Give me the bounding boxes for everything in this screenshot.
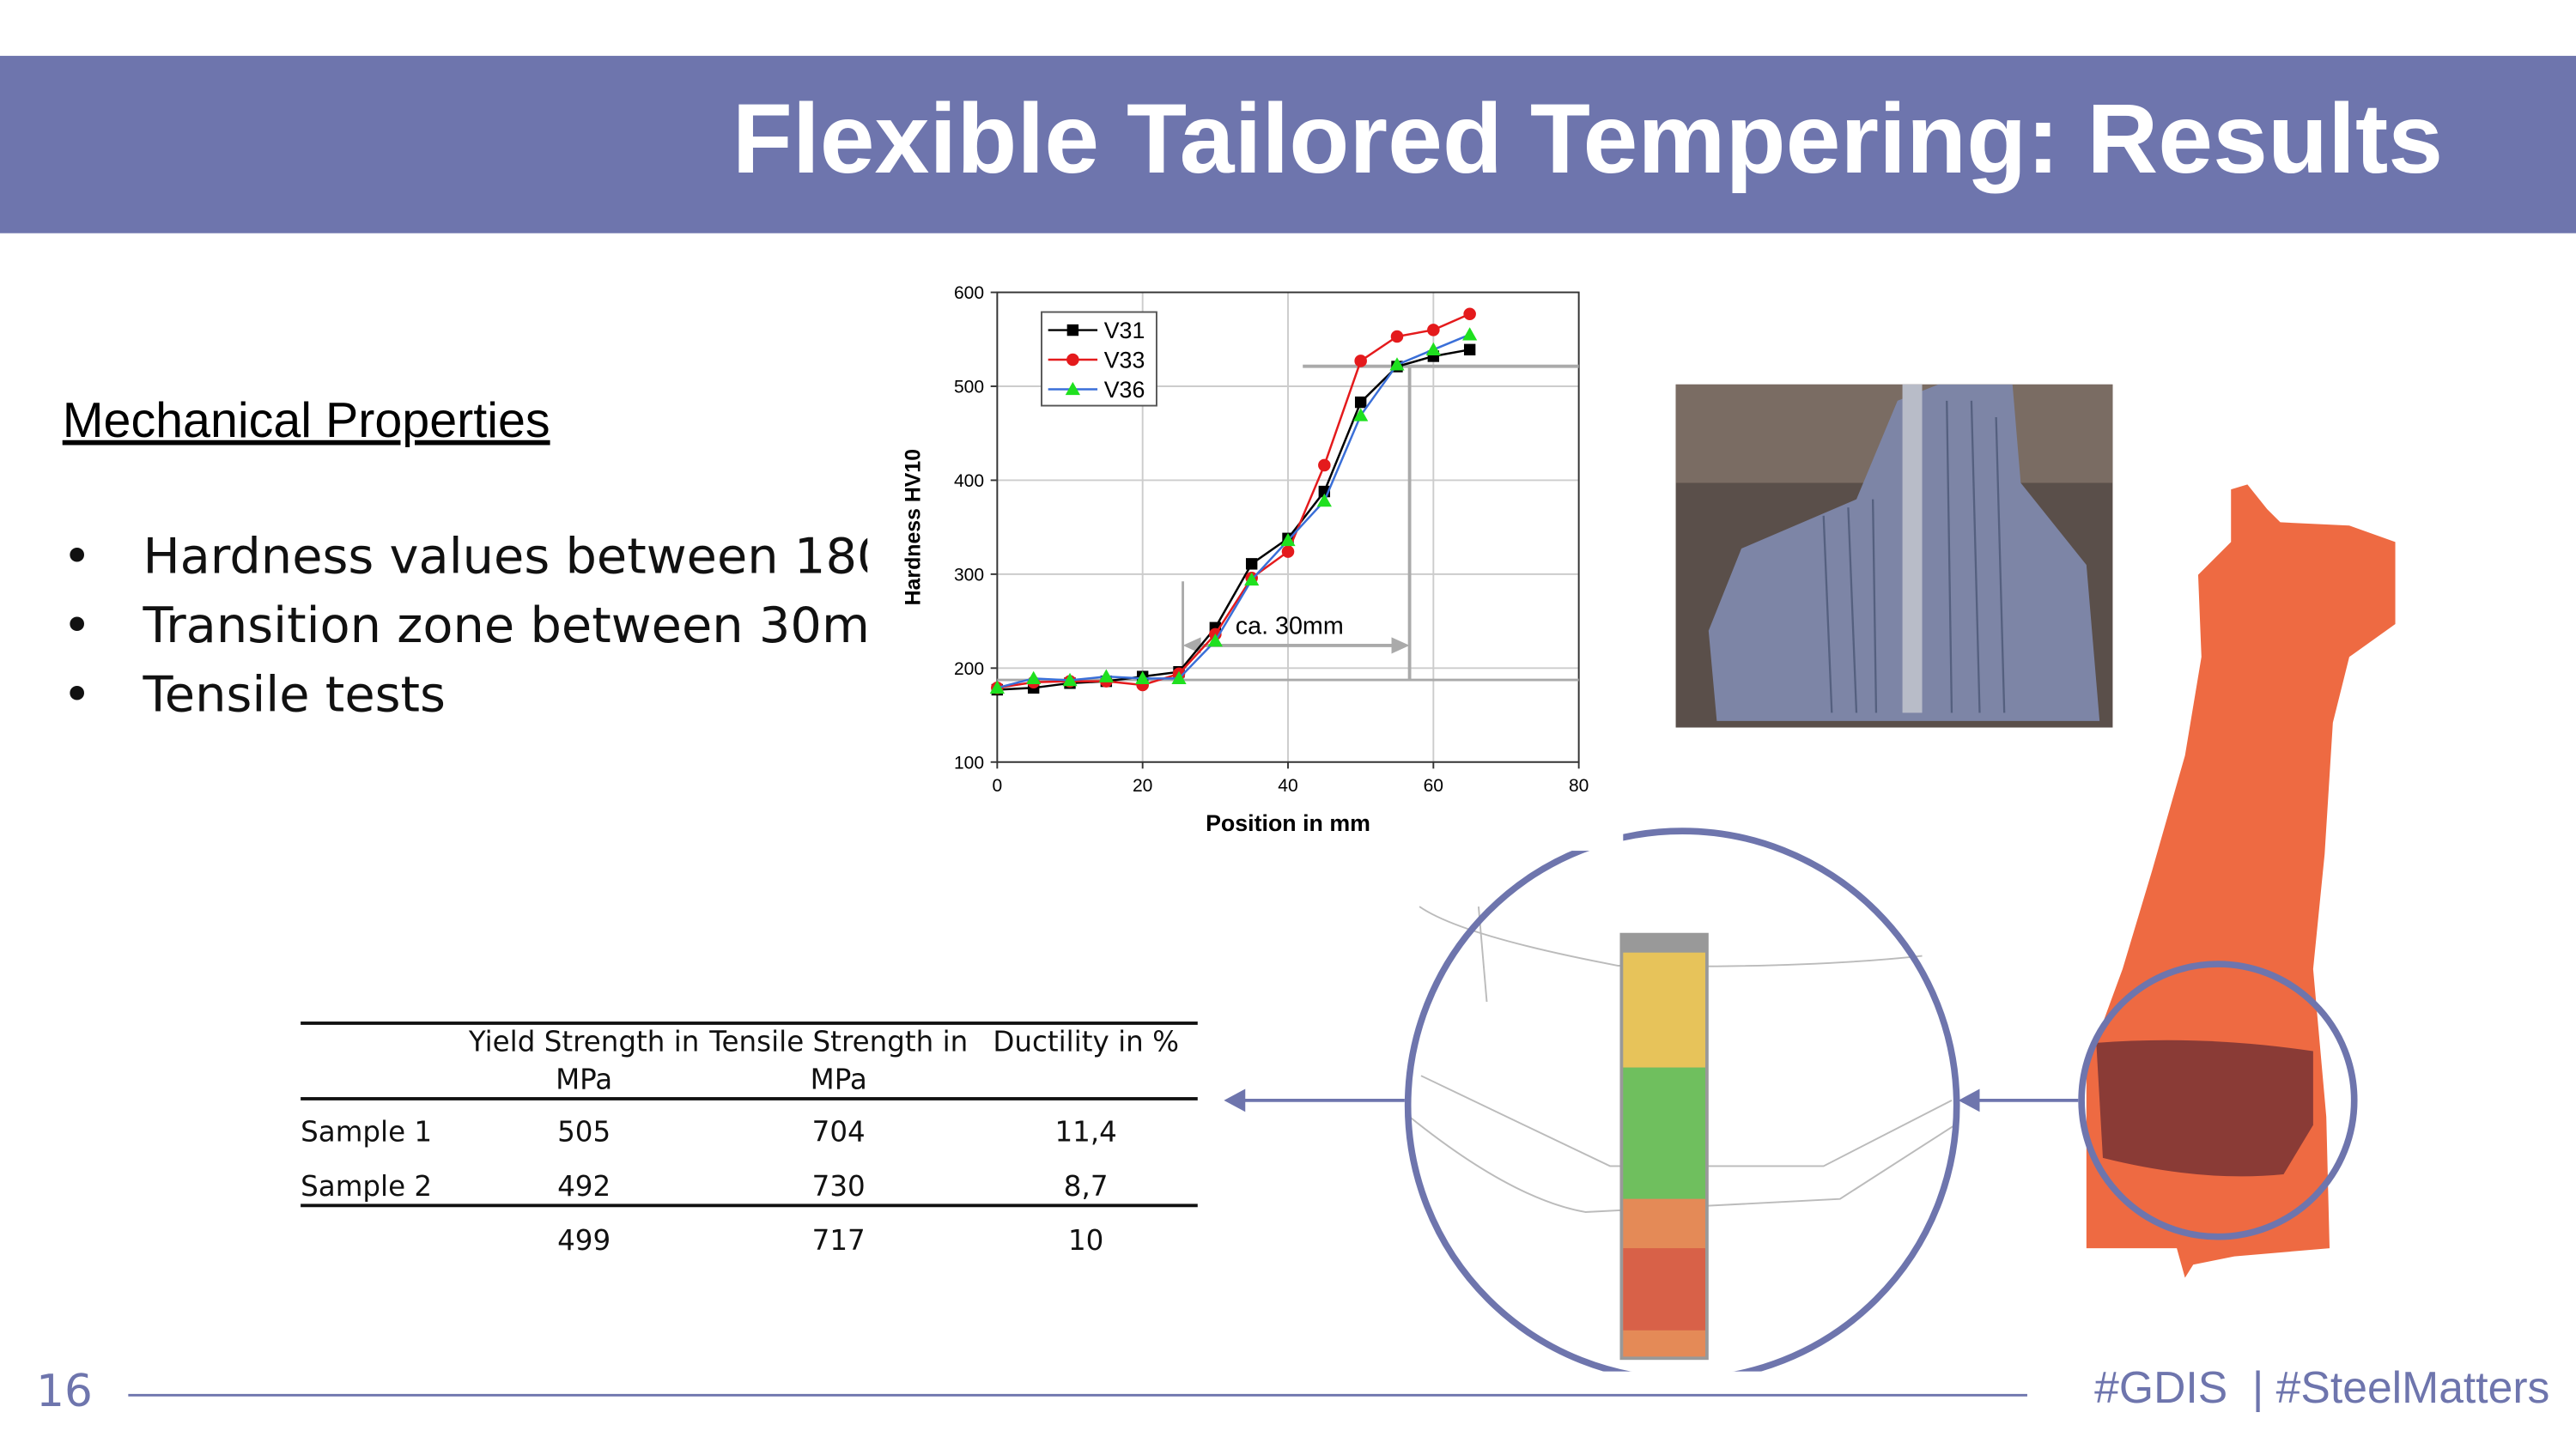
section-heading: Mechanical Properties [62, 394, 550, 449]
slide-title: Flexible Tailored Tempering: Results [732, 83, 2444, 194]
legend-label: V33 [1104, 348, 1145, 373]
table-cell: 10 [1067, 1225, 1104, 1258]
marker [1463, 343, 1476, 356]
marker [1280, 532, 1296, 547]
y-tick-label: 200 [954, 659, 984, 679]
page-number: 16 [36, 1366, 93, 1418]
marker [1354, 396, 1367, 409]
series-line [997, 333, 1471, 689]
bullet-dot: • [62, 529, 92, 587]
photo [1675, 384, 2113, 728]
x-axis-label: Position in mm [1206, 810, 1370, 836]
x-tick-label: 20 [1133, 776, 1152, 796]
legend-label: V36 [1104, 377, 1145, 403]
marker [1318, 458, 1331, 472]
marker [1026, 670, 1042, 685]
table-cell: 499 [557, 1225, 611, 1258]
bullet-dot: • [62, 666, 92, 724]
footer-tags: #GDIS | #SteelMatters [2094, 1363, 2550, 1413]
marker [1281, 545, 1295, 558]
x-tick-label: 60 [1424, 776, 1443, 796]
table-cell: 505 [557, 1117, 611, 1150]
marker [1244, 572, 1260, 586]
marker [1098, 669, 1114, 682]
legend-marker [1065, 381, 1080, 396]
legend-marker [1066, 353, 1079, 367]
plot-frame [996, 291, 1580, 763]
marker [1427, 324, 1440, 336]
table-cell: 11,4 [1054, 1117, 1117, 1150]
bullet-text: Tensile tests [143, 666, 446, 724]
row-label [301, 1025, 465, 1097]
title-bar [0, 56, 2576, 233]
legend-label: V31 [1104, 318, 1145, 343]
row-label: Sample 2 [301, 1171, 433, 1204]
footer-rule [128, 1393, 2027, 1397]
bullet: • Transition zone between 30mm [63, 597, 918, 655]
marker [1245, 558, 1258, 570]
marker [1135, 670, 1151, 685]
marker [1171, 670, 1187, 685]
bullet-text: Hardness values between 180 [143, 529, 889, 587]
marker [1390, 330, 1404, 343]
table-cell: Ductility in % [993, 1026, 1179, 1060]
x-tick-label: 0 [993, 776, 1003, 796]
arrow-head [1182, 637, 1201, 654]
arrow-head [1391, 637, 1410, 654]
table-rule [301, 1203, 1198, 1208]
marker [1316, 493, 1332, 507]
x-tick-label: 80 [1569, 776, 1589, 796]
marker [989, 680, 1005, 694]
table-rule [301, 1097, 1198, 1100]
chart-panel: 100 200 300 400 500 600 0 20 40 60 80 Position in m… [867, 259, 1624, 852]
x-tick-label: 40 [1278, 776, 1297, 796]
part-diagram [1224, 484, 2396, 1372]
marker [1425, 342, 1441, 356]
bullet-dot: • [62, 597, 92, 656]
table-cell: 730 [811, 1171, 866, 1204]
table-rule [301, 1022, 1198, 1025]
table-cell: 717 [811, 1225, 866, 1258]
bullet: • Hardness values between 180 [63, 529, 889, 586]
table-cell: 704 [811, 1117, 866, 1150]
table-cell: 492 [557, 1171, 611, 1204]
table-cell: Yield Strength in MPa [468, 1026, 700, 1098]
bullet: • Tensile tests [63, 667, 446, 724]
marker [1062, 672, 1078, 687]
row-label: Sample 1 [301, 1117, 433, 1150]
legend-marker [1066, 324, 1079, 336]
y-tick-label: 500 [954, 378, 984, 397]
table-cell: 8,7 [1063, 1171, 1109, 1204]
marker [1463, 307, 1476, 321]
bullet-text: Transition zone between 30mm [143, 597, 918, 656]
y-tick-label: 400 [954, 471, 984, 491]
marker [1354, 355, 1367, 367]
y-tick-label: 300 [954, 566, 984, 585]
marker [1353, 408, 1369, 421]
y-tick-label: 100 [954, 753, 984, 773]
marker [1389, 357, 1405, 371]
y-tick-label: 600 [954, 283, 984, 303]
heatmap [1619, 932, 1709, 1361]
marker [1207, 633, 1223, 647]
row-label [301, 1223, 465, 1263]
marker [1462, 327, 1478, 341]
table-cell: Tensile Strength in MPa [709, 1026, 969, 1098]
y-axis-label: Hardness HV10 [901, 449, 925, 605]
table: Yield Strength in MPa Tensile Strength in… [301, 1022, 1198, 1268]
chart: 100 200 300 400 500 600 0 20 40 60 80 Position in m… [901, 283, 1589, 836]
annotation: ca. 30mm [1236, 613, 1344, 640]
